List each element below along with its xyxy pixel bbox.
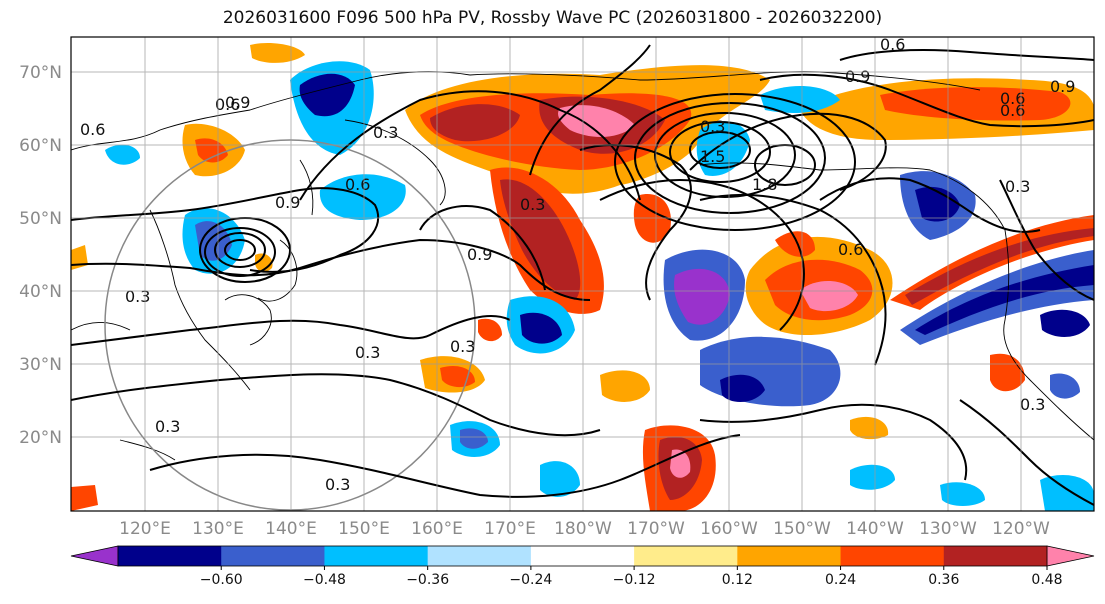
- colorbar-tick-label: −0.12: [613, 572, 656, 588]
- map-frame: [70, 36, 1095, 512]
- colorbar-frame: [117, 545, 1048, 567]
- contour-label: 0.6: [215, 95, 240, 114]
- colorbar-segment: [530, 546, 635, 566]
- lon-label: 140°E: [265, 519, 317, 539]
- contour-label: 0.3: [125, 287, 150, 306]
- contour-label: 0.3: [373, 123, 398, 142]
- colorbar-segment: [221, 546, 325, 566]
- contour-label: 0.9: [1050, 77, 1075, 96]
- colorbar-tick-label: 0.48: [1031, 572, 1062, 588]
- colorbar-segment: [634, 546, 738, 566]
- lat-axis: 70°N 60°N 50°N 40°N 30°N 20°N: [19, 63, 62, 448]
- lon-label: 160°E: [411, 519, 463, 539]
- lon-label: 150°W: [773, 519, 831, 539]
- coastlines: [71, 71, 1094, 461]
- colorbar-tick-label: −0.60: [200, 572, 243, 588]
- pv-contours: [71, 44, 1094, 506]
- contour-label: 0.9: [225, 93, 250, 112]
- lon-label: 140°W: [846, 519, 904, 539]
- colorbar-tick-label: 0.12: [722, 572, 753, 588]
- contour-label: 1.5: [700, 147, 725, 166]
- contour-label-group: 0.6 0.9 0.6 0.6 0.9 0.3 0.6 0.9 0.3 0.3 …: [80, 35, 1075, 494]
- projection-circle: [104, 139, 476, 511]
- contour-label: 0.3: [450, 337, 475, 356]
- colorbar-extend-left: [70, 545, 119, 567]
- gridlines: [71, 37, 1094, 511]
- colorbar: −0.60 −0.48 −0.36 −0.24 −0.12 0.12 0.24 0.36 0.4…: [70, 545, 1095, 588]
- lon-label: 170°W: [627, 519, 685, 539]
- contour-label: 0.6: [880, 35, 905, 54]
- lon-label: 170°E: [484, 519, 536, 539]
- lon-label: 120°E: [119, 519, 171, 539]
- contour-label: 0.3: [700, 117, 725, 136]
- colorbar-tick-label: −0.24: [509, 572, 552, 588]
- contour-label: 1.8: [752, 175, 777, 194]
- contour-label: 0.6: [1000, 89, 1025, 108]
- colorbar-segment: [427, 546, 532, 566]
- map-title: 2026031600 F096 500 hPa PV, Rossby Wave …: [222, 8, 883, 28]
- lat-label: 60°N: [19, 136, 62, 156]
- colorbar-tick-label: 0.36: [928, 572, 959, 588]
- contour-label: 0.6: [345, 175, 370, 194]
- contour-label: 0.6: [80, 120, 105, 139]
- contour-label: 0.3: [155, 417, 180, 436]
- contour-label: 0.6: [1000, 101, 1025, 120]
- lon-label: 130°E: [192, 519, 244, 539]
- contour-label: 0.3: [1005, 177, 1030, 196]
- colorbar-segment: [840, 546, 945, 566]
- lat-label: 20°N: [19, 428, 62, 448]
- lon-label: 130°W: [919, 519, 977, 539]
- colorbar-tick-label: 0.24: [825, 572, 856, 588]
- contour-label: 0.3: [355, 343, 380, 362]
- colorbar-extend-right: [1046, 545, 1095, 567]
- lat-label: 40°N: [19, 282, 62, 302]
- contour-label: 0.3: [520, 195, 545, 214]
- contour-label: 0.3: [1020, 395, 1045, 414]
- lat-label: 30°N: [19, 355, 62, 375]
- colorbar-segment: [737, 546, 842, 566]
- colorbar-segment: [118, 546, 222, 566]
- contour-label: 0.3: [325, 475, 350, 494]
- contour-label: 0.9: [275, 193, 300, 212]
- colorbar-tick-label: −0.36: [406, 572, 449, 588]
- lon-label: 150°E: [338, 519, 390, 539]
- contour-label: 0.9: [845, 67, 870, 86]
- lon-axis: 120°E 130°E 140°E 150°E 160°E 170°E 180°…: [119, 519, 1050, 539]
- colorbar-segment: [324, 546, 429, 566]
- lat-label: 70°N: [19, 63, 62, 83]
- lon-label: 160°W: [700, 519, 758, 539]
- lat-label: 50°N: [19, 209, 62, 229]
- colorbar-tick-label: −0.48: [303, 572, 346, 588]
- colorbar-segment: [943, 546, 1048, 566]
- contour-label: 0.9: [467, 245, 492, 264]
- contour-label: 0.6: [838, 240, 863, 259]
- lon-label: 180°W: [554, 519, 612, 539]
- lon-label: 120°W: [992, 519, 1050, 539]
